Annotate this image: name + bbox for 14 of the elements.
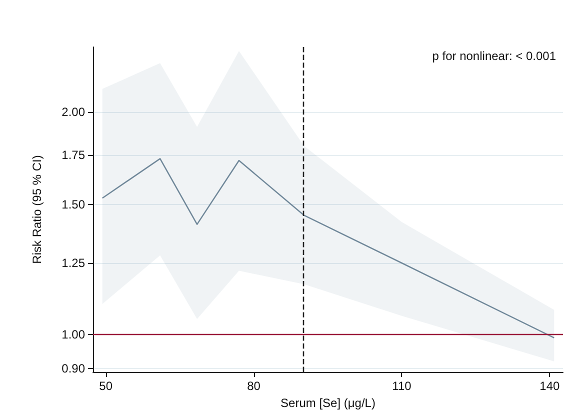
y-tick-label: 0.90	[62, 361, 86, 376]
x-tick-label: 80	[247, 379, 261, 393]
x-tick-label: 50	[99, 379, 113, 393]
y-tick-label: 2.00	[62, 105, 86, 120]
x-axis-title: Serum [Se] (μg/L)	[280, 396, 376, 410]
x-tick-label: 140	[540, 379, 560, 393]
y-axis-title: Risk Ratio (95 % CI)	[30, 155, 44, 264]
line-series	[102, 158, 555, 338]
y-tick-label: 1.75	[62, 148, 86, 162]
y-tick-label: 1.00	[62, 328, 86, 342]
x-tick-label: 110	[392, 379, 412, 393]
y-tick-label: 1.50	[62, 197, 86, 212]
y-tick-label: 1.25	[62, 256, 86, 270]
annotation: p for nonlinear: < 0.001	[432, 49, 556, 63]
